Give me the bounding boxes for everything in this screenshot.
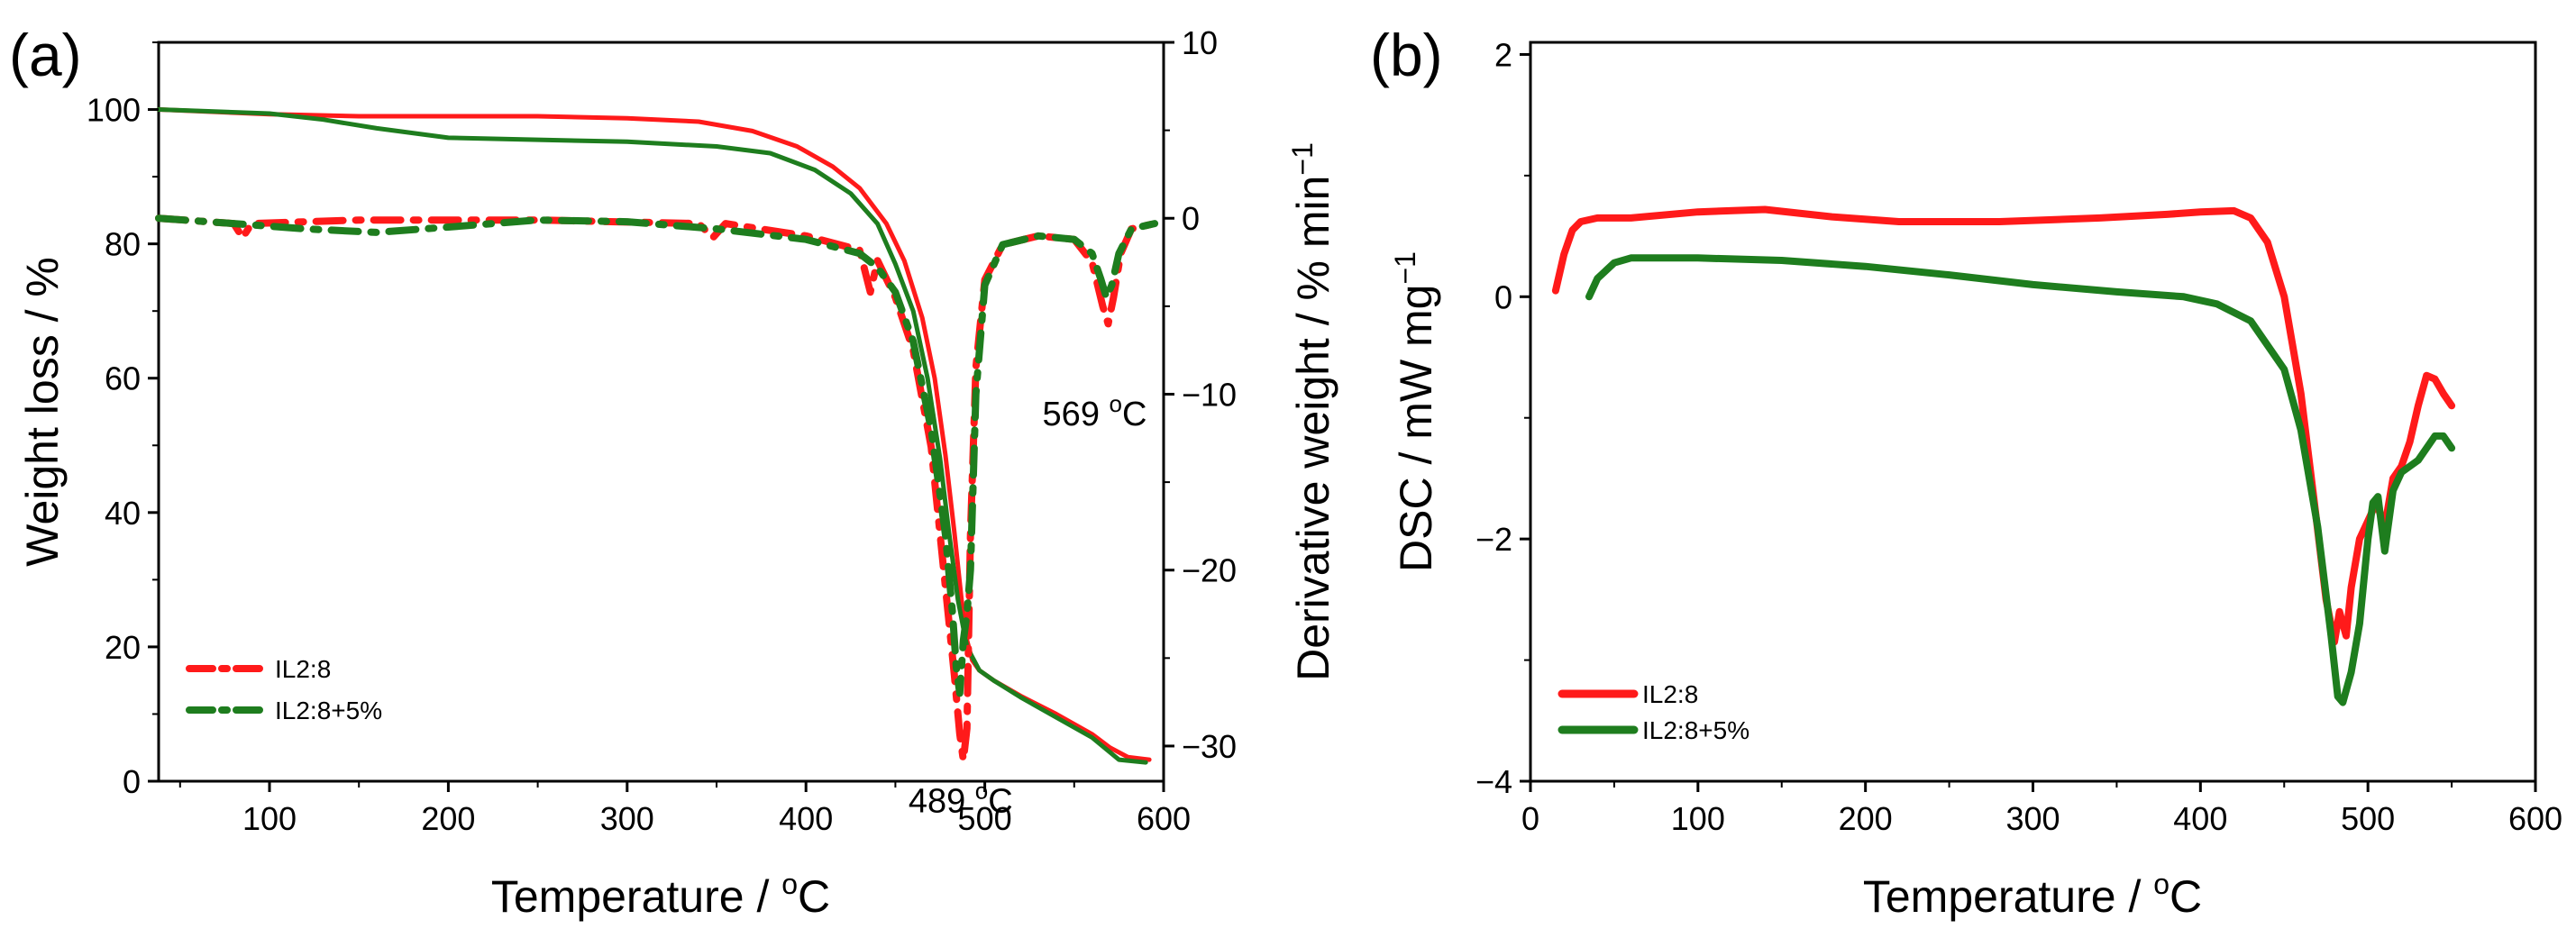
panel-a-x-tick-label: 100 xyxy=(242,800,297,837)
panel-b-x-axis-title: Temperature / oC xyxy=(1863,868,2202,922)
panel-b-label: (b) xyxy=(1370,22,1443,88)
panel-a-y-left-tick-label: 100 xyxy=(87,92,141,129)
panel-a-annotation-part: o xyxy=(1110,390,1122,417)
panel-a-x-tick-label: 500 xyxy=(958,800,1012,837)
panel-a-y-axis-title-right-sup: −1 xyxy=(1286,142,1319,175)
panel-a-series-derivative-il28-5pct xyxy=(155,214,1159,697)
panel-a-legend-label: IL2:8+5% xyxy=(275,697,382,724)
axis-title-unit: C xyxy=(798,871,830,922)
panel-b-y-tick-label: 2 xyxy=(1494,36,1512,73)
panel-a-y-axis-title-right: Derivative weight / % min−1 xyxy=(1286,142,1338,681)
panel-a-x-axis-title: Temperature / oC xyxy=(491,868,830,922)
panel-a-legend-label: IL2:8 xyxy=(275,655,331,683)
panel-a-annotation-part: 489 xyxy=(909,783,975,821)
panel-b-y-tick-label: 0 xyxy=(1494,278,1512,315)
degree-sign: o xyxy=(781,868,798,900)
panel-b-y-tick-label: −4 xyxy=(1475,763,1512,800)
panel-b-y-tick-label: −2 xyxy=(1475,521,1512,558)
panel-a-y-right-tick-label: −10 xyxy=(1182,376,1237,413)
panel-a-annotation: 569 oC xyxy=(1043,390,1147,433)
panel-b-x-tick-label: 400 xyxy=(2173,800,2227,837)
panel-b-series-il28 xyxy=(1551,205,2456,646)
panel-a-annotation-part: C xyxy=(1122,396,1146,433)
panel-b-legend-label: IL2:8 xyxy=(1642,680,1698,708)
panel-b-y-axis-title: DSC / mW mg−1 xyxy=(1389,251,1441,572)
panel-b-x-tick-label: 500 xyxy=(2341,800,2395,837)
panel-b-series-group xyxy=(1551,205,2456,706)
panel-a-legend: IL2:8 IL2:8+5% xyxy=(186,655,382,724)
panel-a-x-tick-label: 200 xyxy=(421,800,475,837)
panel-b-y-axis-title-text: DSC / mW mg xyxy=(1391,285,1441,572)
panel-b-ticks-group: 0 100 200 300 400 500 600 −4 −2 0 2 xyxy=(1475,36,2562,837)
panel-a-plot-frame xyxy=(157,41,1165,783)
panel-a-ticks-group: 100 200 300 400 500 600 0 20 40 60 80 100 −30 −20 −10 0… xyxy=(87,24,1237,837)
panel-b-series-il28-5pct xyxy=(1585,254,2456,706)
panel-a-y-right-tick-label: −20 xyxy=(1182,552,1237,589)
panel-b-x-tick-label: 200 xyxy=(1839,800,1893,837)
panel-a-y-right-tick-label: 10 xyxy=(1182,24,1218,61)
panel-a-annotation-part: C xyxy=(988,783,1012,821)
panel-a-y-left-tick-label: 40 xyxy=(105,495,141,532)
panel-a-y-axis-title-left: Weight loss / % xyxy=(17,257,68,567)
panel-a-annotation-part: o xyxy=(975,778,988,805)
panel-a-y-left-tick-label: 60 xyxy=(105,360,141,397)
panel-a-x-tick-label: 600 xyxy=(1137,800,1191,837)
panel-b-x-tick-label: 600 xyxy=(2508,800,2562,837)
panel-a-x-tick-label: 300 xyxy=(600,800,654,837)
degree-sign: o xyxy=(2153,868,2170,900)
axis-title-text: Temperature / xyxy=(491,871,781,922)
panel-a-annotation-part: 569 xyxy=(1043,396,1110,433)
panel-a-series-weight-il28-5pct xyxy=(156,107,1148,765)
panel-a-y-left-tick-label: 20 xyxy=(105,629,141,666)
panel-a-x-tick-label: 400 xyxy=(779,800,833,837)
axis-title-text: Temperature / xyxy=(1863,871,2153,922)
panel-a-y-left-tick-label: 80 xyxy=(105,226,141,263)
panel-b-y-axis-title-sup: −1 xyxy=(1389,251,1421,284)
panel-b-x-tick-label: 300 xyxy=(2005,800,2060,837)
axis-title-unit: C xyxy=(2170,871,2202,922)
panel-b-legend: IL2:8 IL2:8+5% xyxy=(1557,680,1749,744)
panel-a-y-axis-title-right-text: Derivative weight / % min xyxy=(1288,176,1338,681)
panel-b-x-tick-label: 0 xyxy=(1521,800,1539,837)
panel-b-legend-label: IL2:8+5% xyxy=(1642,716,1749,744)
panel-a-y-left-tick-label: 0 xyxy=(123,763,141,800)
panel-b-plot-frame xyxy=(1529,41,2537,783)
panel-a-series-group xyxy=(155,107,1159,765)
panel-b: (b) 0 100 200 300 400 500 600 −4 −2 0 2 Temperatur… xyxy=(1370,22,2562,922)
panel-a: (a) 100 200 300 400 500 600020406080100−30−20… xyxy=(9,22,1338,922)
panel-a-y-right-tick-label: 0 xyxy=(1182,200,1200,237)
panel-a-label: (a) xyxy=(9,22,82,88)
panel-b-x-tick-label: 100 xyxy=(1671,800,1725,837)
panel-a-annotation: 489 oC xyxy=(909,778,1013,821)
panel-a-y-right-tick-label: −30 xyxy=(1182,728,1237,765)
